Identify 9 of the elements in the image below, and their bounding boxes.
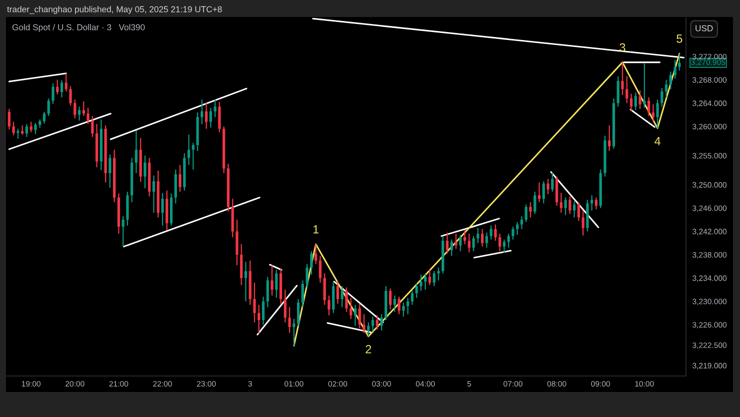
annotation: 4 [654, 137, 660, 146]
text: trader_changhao published, May 05, 2025 21:19 UTC+8 [7, 6, 222, 14]
y-axis-title: USD [696, 25, 713, 32]
chart-subtitle: Vol390 [118, 24, 145, 30]
annotation: 2 [366, 345, 372, 354]
annotation: 3 [620, 43, 626, 52]
annotation: 1 [313, 225, 319, 234]
text: Gold Spot / U.S. Dollar · 3 [12, 24, 112, 32]
annotation: 5 [676, 34, 682, 43]
